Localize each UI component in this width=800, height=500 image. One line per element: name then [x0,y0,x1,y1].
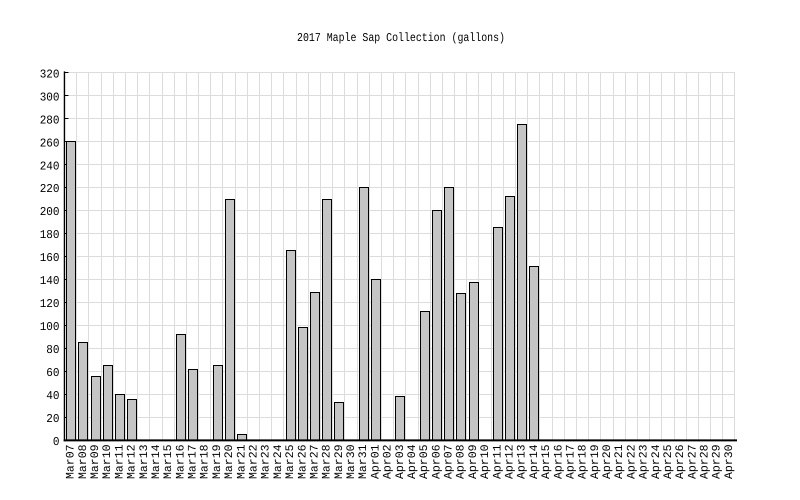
svg-text:80: 80 [46,343,59,357]
svg-text:Apr23: Apr23 [638,444,651,479]
svg-text:180: 180 [40,228,60,242]
svg-text:Mar10: Mar10 [101,444,114,479]
svg-text:0: 0 [53,435,60,449]
svg-text:300: 300 [40,90,60,104]
svg-text:260: 260 [40,136,60,150]
svg-text:Apr13: Apr13 [516,444,529,479]
svg-text:20: 20 [46,412,59,426]
svg-text:Apr02: Apr02 [382,444,395,479]
svg-text:Apr21: Apr21 [613,444,626,479]
svg-text:Apr15: Apr15 [540,444,553,479]
svg-text:Apr07: Apr07 [443,445,456,480]
svg-text:Mar23: Mar23 [260,444,273,479]
svg-text:Apr04: Apr04 [406,444,419,479]
svg-text:Mar31: Mar31 [357,444,370,479]
svg-text:160: 160 [40,251,60,265]
svg-text:Mar12: Mar12 [126,444,139,479]
svg-text:Apr05: Apr05 [418,444,431,479]
svg-text:Mar25: Mar25 [284,444,297,479]
svg-text:Mar28: Mar28 [321,444,334,479]
svg-text:Mar27: Mar27 [308,445,321,480]
svg-text:Mar18: Mar18 [199,444,212,479]
svg-text:Apr09: Apr09 [467,444,480,479]
svg-text:Apr30: Apr30 [723,444,736,479]
svg-text:2017 Maple Sap Collection (gal: 2017 Maple Sap Collection (gallons) [297,31,505,45]
svg-text:Mar08: Mar08 [77,444,90,479]
svg-text:Mar13: Mar13 [138,444,151,479]
svg-text:60: 60 [46,366,59,380]
svg-text:Apr26: Apr26 [674,444,687,479]
svg-text:Mar19: Mar19 [211,444,224,479]
svg-text:Apr14: Apr14 [528,444,541,479]
svg-text:Mar22: Mar22 [248,444,261,479]
svg-text:Apr24: Apr24 [650,444,663,479]
svg-text:Mar11: Mar11 [113,444,126,479]
svg-text:Mar09: Mar09 [89,444,102,479]
svg-text:Apr29: Apr29 [711,444,724,479]
svg-text:120: 120 [40,297,60,311]
svg-text:Mar15: Mar15 [162,444,175,479]
svg-text:Apr27: Apr27 [686,445,699,480]
svg-text:Apr28: Apr28 [699,444,712,479]
svg-text:Apr25: Apr25 [662,444,675,479]
svg-text:Apr16: Apr16 [552,444,565,479]
svg-text:40: 40 [46,389,59,403]
svg-text:Apr03: Apr03 [394,444,407,479]
svg-text:140: 140 [40,274,60,288]
svg-text:Apr01: Apr01 [369,444,382,479]
svg-text:Mar24: Mar24 [272,444,285,479]
svg-text:Apr06: Apr06 [430,444,443,479]
svg-text:Apr10: Apr10 [479,444,492,479]
svg-text:220: 220 [40,182,60,196]
svg-text:Mar26: Mar26 [296,444,309,479]
svg-text:Apr17: Apr17 [564,445,577,480]
svg-text:Apr20: Apr20 [601,444,614,479]
svg-text:Mar30: Mar30 [345,444,358,479]
svg-text:Mar14: Mar14 [150,444,163,479]
svg-text:Apr08: Apr08 [455,444,468,479]
svg-text:Mar29: Mar29 [333,444,346,479]
svg-text:Apr19: Apr19 [589,444,602,479]
svg-text:240: 240 [40,159,60,173]
svg-text:Mar21: Mar21 [235,444,248,479]
svg-text:Mar07: Mar07 [65,445,78,480]
svg-text:100: 100 [40,320,60,334]
svg-text:Apr11: Apr11 [491,444,504,479]
svg-text:Mar16: Mar16 [174,444,187,479]
svg-text:320: 320 [40,67,60,81]
svg-text:200: 200 [40,205,60,219]
svg-text:Mar17: Mar17 [187,445,200,480]
svg-text:Apr22: Apr22 [625,444,638,479]
svg-text:Mar20: Mar20 [223,444,236,479]
svg-text:280: 280 [40,113,60,127]
svg-text:Apr12: Apr12 [503,444,516,479]
svg-text:Apr18: Apr18 [577,444,590,479]
